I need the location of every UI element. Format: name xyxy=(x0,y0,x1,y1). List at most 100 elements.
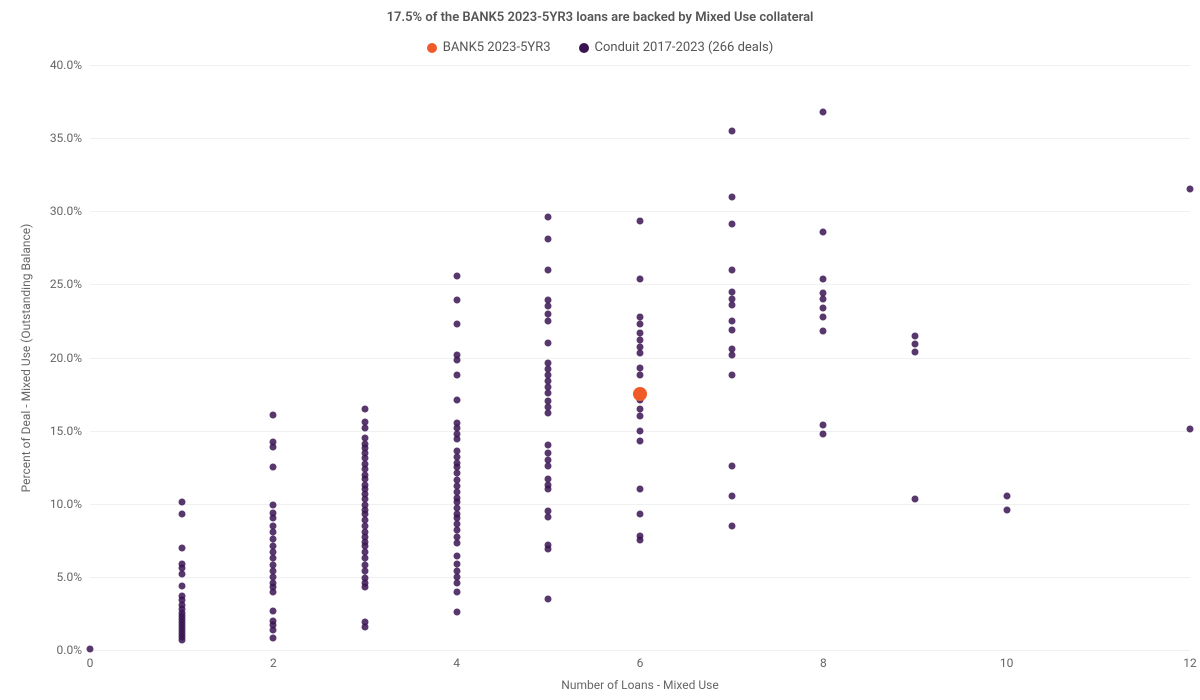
data-point xyxy=(453,320,460,327)
data-point xyxy=(728,317,735,324)
data-point xyxy=(545,236,552,243)
data-point xyxy=(820,430,827,437)
data-point xyxy=(545,508,552,515)
data-point xyxy=(453,560,460,567)
data-point xyxy=(637,532,644,539)
data-point xyxy=(453,448,460,455)
data-point xyxy=(1003,493,1010,500)
data-point xyxy=(637,413,644,420)
data-point xyxy=(820,228,827,235)
data-point xyxy=(453,534,460,541)
gridline xyxy=(90,577,1190,578)
data-point xyxy=(178,499,185,506)
data-point xyxy=(87,645,94,652)
data-point xyxy=(453,272,460,279)
legend-label: BANK5 2023-5YR3 xyxy=(443,40,551,55)
data-point xyxy=(270,502,277,509)
data-point xyxy=(728,372,735,379)
x-tick-label: 0 xyxy=(87,650,94,670)
data-point xyxy=(728,193,735,200)
data-point xyxy=(637,275,644,282)
data-point xyxy=(178,560,185,567)
data-point xyxy=(545,456,552,463)
x-axis-label: Number of Loans - Mixed Use xyxy=(561,678,718,692)
data-point xyxy=(637,510,644,517)
data-point xyxy=(270,562,277,569)
legend-label: Conduit 2017-2023 (266 deals) xyxy=(595,40,774,55)
data-point xyxy=(1187,426,1194,433)
data-point xyxy=(637,218,644,225)
x-tick-label: 4 xyxy=(453,650,460,670)
data-point xyxy=(637,344,644,351)
data-point xyxy=(912,332,919,339)
data-point xyxy=(637,405,644,412)
data-point xyxy=(1003,506,1010,513)
x-tick-label: 8 xyxy=(820,650,827,670)
y-tick-label: 5.0% xyxy=(57,570,90,584)
legend-item: BANK5 2023-5YR3 xyxy=(427,40,551,55)
y-axis-label: Percent of Deal - Mixed Use (Outstanding… xyxy=(19,223,33,492)
data-point xyxy=(545,297,552,304)
y-tick-label: 30.0% xyxy=(50,204,90,218)
data-point xyxy=(453,553,460,560)
gridline xyxy=(90,504,1190,505)
plot-area: Percent of Deal - Mixed Use (Outstanding… xyxy=(90,65,1190,650)
data-point xyxy=(637,364,644,371)
y-tick-label: 10.0% xyxy=(50,497,90,511)
data-point xyxy=(728,345,735,352)
gridline xyxy=(90,358,1190,359)
y-tick-label: 25.0% xyxy=(50,277,90,291)
data-point xyxy=(637,329,644,336)
data-point xyxy=(270,411,277,418)
data-point xyxy=(178,510,185,517)
data-point xyxy=(728,522,735,529)
data-point xyxy=(178,582,185,589)
data-point xyxy=(637,372,644,379)
data-point xyxy=(453,588,460,595)
gridline xyxy=(90,65,1190,66)
data-point xyxy=(728,266,735,273)
data-point xyxy=(270,439,277,446)
gridline xyxy=(90,138,1190,139)
data-point xyxy=(453,351,460,358)
data-point xyxy=(545,266,552,273)
data-point xyxy=(453,477,460,484)
data-point xyxy=(270,607,277,614)
y-tick-label: 40.0% xyxy=(50,58,90,72)
legend-swatch xyxy=(427,43,437,53)
data-point xyxy=(545,398,552,405)
data-point xyxy=(637,437,644,444)
data-point xyxy=(178,592,185,599)
data-point xyxy=(912,341,919,348)
data-point xyxy=(453,608,460,615)
data-point xyxy=(820,421,827,428)
data-point xyxy=(545,541,552,548)
data-point xyxy=(728,288,735,295)
x-tick-label: 10 xyxy=(1000,650,1014,670)
data-point xyxy=(820,304,827,311)
data-point xyxy=(728,326,735,333)
x-tick-label: 6 xyxy=(637,650,644,670)
legend-item: Conduit 2017-2023 (266 deals) xyxy=(579,40,774,55)
data-point xyxy=(545,310,552,317)
gridline xyxy=(90,284,1190,285)
data-point xyxy=(545,360,552,367)
data-point xyxy=(545,475,552,482)
data-point xyxy=(178,544,185,551)
data-point xyxy=(545,214,552,221)
data-point xyxy=(637,427,644,434)
data-point xyxy=(362,418,369,425)
data-point xyxy=(820,290,827,297)
data-point xyxy=(728,462,735,469)
data-point xyxy=(362,575,369,582)
data-point xyxy=(270,543,277,550)
data-point xyxy=(637,320,644,327)
data-point xyxy=(637,486,644,493)
data-point xyxy=(545,442,552,449)
data-point xyxy=(362,619,369,626)
data-point xyxy=(453,568,460,575)
x-tick-label: 12 xyxy=(1183,650,1197,670)
data-point xyxy=(912,496,919,503)
data-point xyxy=(637,313,644,320)
chart-legend: BANK5 2023-5YR3 Conduit 2017-2023 (266 de… xyxy=(0,40,1200,55)
